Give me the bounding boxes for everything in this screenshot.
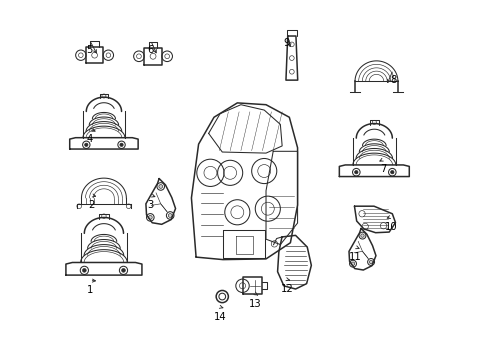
Text: 12: 12 [280, 284, 293, 294]
Circle shape [159, 185, 163, 188]
Circle shape [350, 262, 354, 265]
Text: 14: 14 [213, 312, 226, 322]
Circle shape [82, 269, 86, 272]
Circle shape [354, 171, 357, 174]
Text: 4: 4 [86, 134, 93, 144]
Text: 2: 2 [88, 200, 94, 210]
Text: 13: 13 [248, 299, 261, 309]
Circle shape [368, 260, 372, 264]
Circle shape [84, 143, 88, 147]
Circle shape [168, 213, 172, 217]
Text: 1: 1 [86, 285, 93, 296]
Text: 6: 6 [147, 45, 153, 55]
Circle shape [360, 234, 364, 237]
Text: 3: 3 [147, 200, 153, 210]
Circle shape [390, 171, 393, 174]
Circle shape [148, 216, 152, 219]
Text: 11: 11 [348, 252, 361, 262]
Circle shape [120, 143, 123, 147]
Text: 8: 8 [389, 75, 396, 85]
Circle shape [122, 269, 125, 272]
Text: 9: 9 [283, 38, 289, 48]
Text: 10: 10 [385, 222, 397, 231]
Text: 7: 7 [380, 164, 386, 174]
Text: 5: 5 [86, 45, 93, 55]
